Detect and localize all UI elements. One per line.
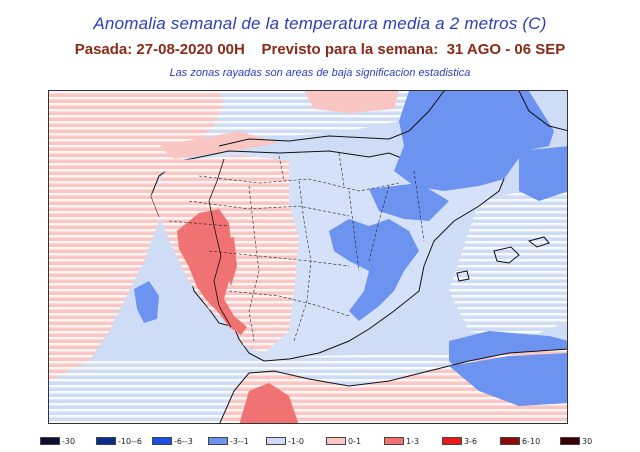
legend-label: 6-10 bbox=[522, 436, 541, 446]
mallorca bbox=[493, 246, 520, 264]
map-title: Anomalia semanal de la temperatura media… bbox=[93, 14, 547, 33]
legend-item: 6-10 bbox=[500, 436, 540, 446]
legend-swatch bbox=[560, 437, 580, 445]
northeast-cool-zone bbox=[394, 91, 554, 191]
north-africa-cool bbox=[449, 353, 567, 406]
legend-item: 3-6 bbox=[442, 436, 477, 446]
ebro-cool-zone bbox=[369, 183, 449, 221]
morocco-hot-zone bbox=[239, 383, 299, 423]
italy-coastline bbox=[518, 91, 567, 132]
legend-label: -30 bbox=[62, 436, 76, 446]
legend-item: -6--3 bbox=[152, 436, 193, 446]
legend-item: -10--6 bbox=[96, 436, 142, 446]
legend-label: -6--3 bbox=[174, 436, 193, 446]
bay-warm-patch bbox=[159, 131, 279, 159]
west-cool-patch bbox=[134, 281, 159, 323]
menorca bbox=[527, 236, 550, 248]
legend-swatch bbox=[500, 437, 520, 445]
legend-swatch bbox=[208, 437, 228, 445]
legend-label: 1-3 bbox=[406, 436, 420, 446]
temperature-anomaly-map bbox=[48, 90, 568, 424]
legend-label: -1-0 bbox=[288, 436, 304, 446]
hatched-sea-east bbox=[449, 181, 567, 341]
portugal-border bbox=[208, 158, 232, 328]
forecast-period: Pasada: 27-08-2020 00H Previsto para la … bbox=[74, 41, 566, 58]
legend-item: 1-3 bbox=[384, 436, 419, 446]
legend-swatch bbox=[152, 437, 172, 445]
legend-item: 0-1 bbox=[326, 436, 361, 446]
legend-item: -30 bbox=[40, 436, 75, 446]
gulf-lion-cool-zone bbox=[519, 146, 567, 201]
legend-swatch bbox=[442, 437, 462, 445]
legend-item: -3--1 bbox=[208, 436, 249, 446]
legend-label: -10--6 bbox=[118, 436, 142, 446]
legend-label: 30 bbox=[582, 436, 593, 446]
legend-swatch bbox=[266, 437, 286, 445]
north-warm-patch bbox=[304, 91, 399, 113]
france-coastline bbox=[218, 91, 445, 147]
legend-label: -3--1 bbox=[230, 436, 249, 446]
legend-swatch bbox=[326, 437, 346, 445]
legend-item: -1-0 bbox=[266, 436, 304, 446]
interior-warm-tongue bbox=[219, 237, 237, 286]
significance-note: Las zonas rayadas son areas de baja sign… bbox=[169, 67, 471, 79]
legend-swatch bbox=[40, 437, 60, 445]
legend-swatch bbox=[384, 437, 404, 445]
legend-swatch bbox=[96, 437, 116, 445]
legend-item: 30 bbox=[560, 436, 592, 446]
map-canvas bbox=[49, 91, 567, 423]
ibiza bbox=[456, 270, 470, 282]
legend-label: 3-6 bbox=[464, 436, 478, 446]
east-cool-zone bbox=[329, 219, 419, 321]
region-borders bbox=[168, 152, 425, 342]
legend-label: 0-1 bbox=[348, 436, 362, 446]
color-legend: -30 -10--6 -6--3 -3--1 -1-0 0-1 1-3 3-6 … bbox=[0, 432, 640, 448]
